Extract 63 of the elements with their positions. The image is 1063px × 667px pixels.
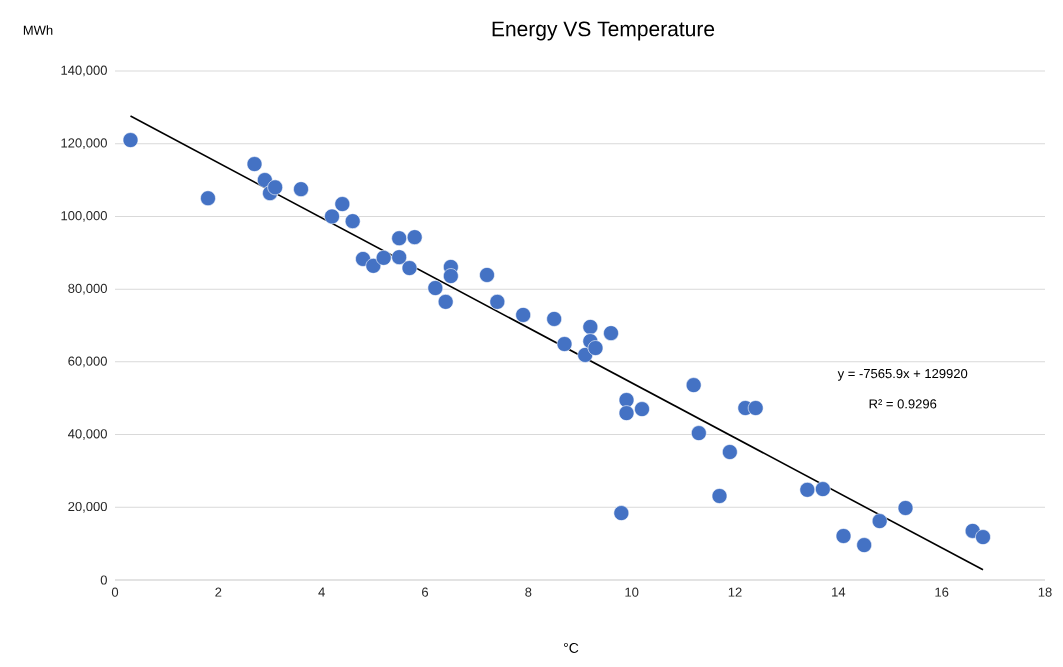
x-tick-label: 2 <box>215 587 222 597</box>
point <box>391 249 407 265</box>
point <box>324 208 340 225</box>
point <box>603 325 619 341</box>
y-tick-label: 40,000 <box>68 429 107 440</box>
point <box>479 267 495 283</box>
point <box>427 280 444 296</box>
point <box>835 528 852 544</box>
point <box>406 229 423 245</box>
point <box>391 230 407 247</box>
x-tick-label: 12 <box>728 587 742 597</box>
point <box>634 401 650 417</box>
point <box>546 311 562 327</box>
point <box>722 444 738 460</box>
annotation: y = -7565.9x + 129920 <box>837 368 968 381</box>
point <box>582 319 599 335</box>
point <box>334 196 351 212</box>
y-tick-label: 0 <box>100 575 107 585</box>
x-tick-label: 16 <box>935 587 949 597</box>
point <box>691 425 707 441</box>
y-axis-title: MWh <box>23 25 53 35</box>
x-tick-label: 10 <box>625 587 639 597</box>
point <box>293 181 309 197</box>
y-tick-label: 140,000 <box>61 65 107 77</box>
annotation: R² = 0.9296 <box>869 399 937 409</box>
point <box>815 481 831 497</box>
y-tick-label: 120,000 <box>61 138 107 150</box>
point <box>375 250 392 266</box>
y-tick-label: 20,000 <box>68 501 107 513</box>
y-tick-label: 100,000 <box>61 211 107 222</box>
point <box>200 190 216 207</box>
point <box>871 513 888 529</box>
point <box>711 488 728 504</box>
point <box>856 537 872 553</box>
point <box>618 405 635 421</box>
x-tick-label: 0 <box>111 587 119 597</box>
x-tick-label: 6 <box>422 587 429 597</box>
point <box>267 179 283 196</box>
point <box>799 482 816 498</box>
x-tick-label: 18 <box>1038 587 1052 597</box>
point <box>437 294 454 310</box>
point <box>401 260 418 276</box>
point <box>897 500 914 516</box>
point <box>685 377 702 393</box>
x-axis-title: °C <box>563 643 579 653</box>
point <box>515 307 531 323</box>
point <box>344 213 361 229</box>
point <box>613 505 630 521</box>
chart-title: Energy VS Temperature <box>492 21 715 41</box>
point <box>122 132 139 148</box>
y-tick-label: 80,000 <box>68 283 107 295</box>
point <box>747 400 764 416</box>
x-tick-label: 8 <box>525 587 532 597</box>
point <box>975 529 991 545</box>
point <box>489 294 506 310</box>
y-tick-label: 60,000 <box>68 356 107 368</box>
point <box>246 156 263 172</box>
point <box>587 340 604 356</box>
x-tick-label: 14 <box>832 587 846 597</box>
point <box>443 268 459 284</box>
x-tick-label: 4 <box>318 587 325 597</box>
point <box>365 258 382 274</box>
point <box>556 336 573 352</box>
